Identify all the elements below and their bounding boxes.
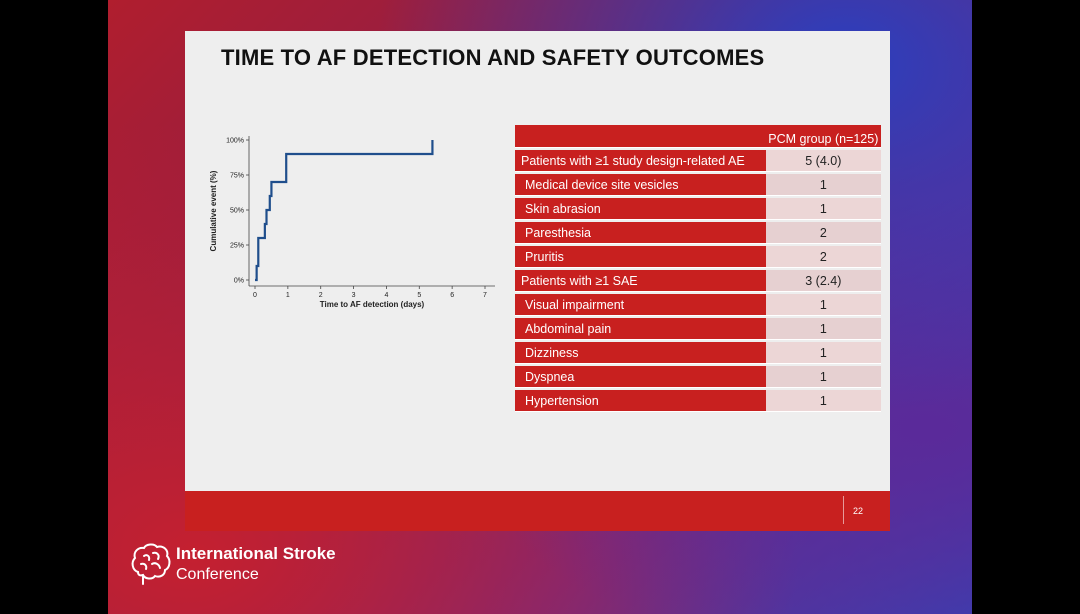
row-value: 1 [765, 174, 881, 196]
chart-axes [248, 136, 495, 287]
chart-series [255, 140, 434, 282]
row-label: Hypertension [515, 390, 766, 412]
table-row: Pruritis 2 [515, 246, 881, 268]
chart-x-label: Time to AF detection (days) [320, 300, 425, 309]
adverse-events-table: PCM group (n=125) Patients with ≥1 study… [515, 123, 881, 414]
row-label: Patients with ≥1 study design-related AE [515, 150, 766, 172]
footer-divider [843, 496, 844, 524]
series-line [255, 140, 434, 282]
row-value: 1 [765, 318, 881, 340]
x-tick-label: 3 [352, 292, 356, 299]
y-tick-label: 0% [234, 278, 244, 285]
page-number: 22 [853, 506, 864, 516]
km-chart: 0% 25% 50% 75% 100% 0 1 2 3 4 5 6 7 Time to AF detec… [209, 136, 495, 309]
row-value: 5 (4.0) [765, 150, 881, 172]
row-value: 3 (2.4) [765, 270, 881, 292]
table-row: Patients with ≥1 SAE 3 (2.4) [515, 270, 881, 292]
row-value: 1 [765, 390, 881, 412]
table-row: Dizziness 1 [515, 342, 881, 364]
table-row: Abdominal pain 1 [515, 318, 881, 340]
row-label: Skin abrasion [515, 198, 766, 220]
row-label: Visual impairment [515, 294, 766, 316]
chart-y-label: Cumulative event (%) [209, 170, 218, 251]
x-tick-label: 4 [384, 292, 388, 299]
adverse-events-body: Patients with ≥1 study design-related AE… [515, 150, 881, 412]
row-label: Dizziness [515, 342, 766, 364]
y-tick-label: 100% [226, 138, 244, 145]
slide-footer-bar: 22 [185, 491, 890, 531]
x-tick-label: 0 [253, 292, 257, 299]
row-label: Pruritis [515, 246, 766, 268]
row-label: Patients with ≥1 SAE [515, 270, 766, 292]
x-tick-label: 7 [483, 292, 487, 299]
table-header-row: PCM group (n=125) [515, 125, 881, 148]
table-row: Paresthesia 2 [515, 222, 881, 244]
slide: TIME TO AF DETECTION AND SAFETY OUTCOMES… [185, 31, 890, 531]
row-value: 1 [765, 342, 881, 364]
x-tick-label: 1 [286, 292, 290, 299]
y-tick-label: 25% [230, 243, 244, 250]
row-value: 1 [765, 198, 881, 220]
x-tick-label: 5 [417, 292, 421, 299]
row-value: 1 [765, 366, 881, 388]
row-value: 2 [765, 246, 881, 268]
table-row: Visual impairment 1 [515, 294, 881, 316]
y-tick-label: 50% [230, 208, 244, 215]
table-header-pcm-group: PCM group (n=125) [765, 125, 881, 148]
x-tick-label: 2 [319, 292, 323, 299]
slide-title: TIME TO AF DETECTION AND SAFETY OUTCOMES [221, 45, 765, 70]
row-label: Medical device site vesicles [515, 174, 766, 196]
chart-ticks: 0% 25% 50% 75% 100% 0 1 2 3 4 5 6 7 [226, 138, 487, 300]
table-row: Dyspnea 1 [515, 366, 881, 388]
table-row: Medical device site vesicles 1 [515, 174, 881, 196]
table-row: Skin abrasion 1 [515, 198, 881, 220]
conference-name-line1: International Stroke [176, 544, 336, 563]
row-label: Abdominal pain [515, 318, 766, 340]
y-tick-label: 75% [230, 173, 244, 180]
table-header-blank [515, 125, 766, 148]
row-value: 2 [765, 222, 881, 244]
row-label: Dyspnea [515, 366, 766, 388]
row-label: Paresthesia [515, 222, 766, 244]
brain-icon [131, 543, 171, 585]
table-row: Patients with ≥1 study design-related AE… [515, 150, 881, 172]
x-tick-label: 6 [450, 292, 454, 299]
row-value: 1 [765, 294, 881, 316]
conference-name-line2: Conference [176, 566, 259, 583]
table-row: Hypertension 1 [515, 390, 881, 412]
